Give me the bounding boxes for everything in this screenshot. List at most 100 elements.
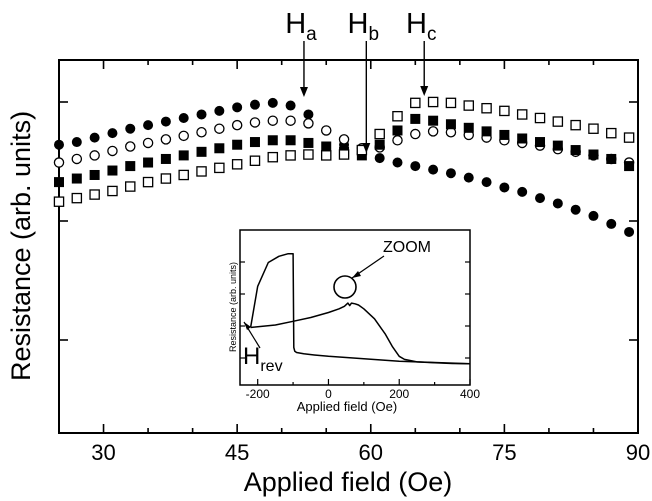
- data-point: [196, 109, 207, 120]
- data-point: [267, 151, 279, 163]
- data-point: [374, 153, 385, 164]
- data-point: [54, 139, 65, 150]
- data-point: [570, 145, 581, 156]
- data-point: [196, 166, 207, 177]
- data-point: [71, 173, 82, 184]
- inset-frame: [239, 229, 471, 386]
- data-point: [410, 113, 421, 124]
- data-point: [588, 210, 599, 221]
- data-point: [463, 172, 474, 183]
- series-filled-square: [54, 113, 635, 188]
- main-markers: [53, 96, 635, 237]
- annotation-label: Ha: [285, 8, 317, 45]
- data-point: [214, 105, 225, 116]
- x-tick-label: 60: [359, 440, 383, 465]
- x-tick-label: 45: [225, 440, 249, 465]
- inset-x-tick-label: 400: [460, 387, 480, 401]
- hrev-arrowhead: [244, 322, 251, 330]
- data-point: [53, 157, 65, 168]
- data-point: [178, 130, 189, 142]
- data-point: [89, 150, 100, 161]
- data-point: [249, 117, 261, 128]
- data-point: [89, 169, 100, 180]
- data-point: [624, 161, 635, 172]
- data-point: [427, 126, 439, 137]
- main-y-ticks: [59, 101, 638, 341]
- data-point: [588, 149, 599, 160]
- inset-background: [228, 225, 474, 411]
- data-point: [410, 97, 421, 109]
- hrev-subscript: rev: [260, 358, 282, 375]
- data-point: [214, 162, 225, 174]
- data-point: [445, 168, 456, 179]
- x-tick-label: 75: [492, 440, 516, 465]
- data-point: [249, 99, 260, 110]
- data-point: [143, 120, 154, 131]
- inset-x-tick-label: 200: [389, 387, 409, 401]
- data-point: [499, 105, 510, 117]
- data-point: [160, 153, 171, 164]
- inset-x-tick-label: 0: [325, 387, 332, 401]
- data-point: [178, 113, 189, 124]
- data-point: [374, 139, 385, 150]
- data-point: [606, 218, 617, 229]
- data-point: [481, 126, 492, 137]
- data-point: [606, 153, 617, 164]
- data-point: [303, 109, 314, 120]
- data-point: [570, 119, 581, 131]
- data-point: [392, 157, 403, 168]
- data-point: [53, 196, 65, 207]
- data-point: [428, 164, 439, 175]
- data-point: [232, 102, 243, 113]
- annotation-label: Hc: [406, 8, 436, 45]
- data-point: [285, 100, 296, 111]
- data-point: [267, 115, 279, 126]
- data-point: [410, 128, 421, 140]
- series-filled-circle: [54, 97, 635, 237]
- data-point: [89, 189, 100, 200]
- data-point: [463, 122, 474, 133]
- inset-curves: [249, 253, 471, 365]
- data-point: [125, 161, 136, 172]
- data-point: [285, 135, 296, 146]
- data-point: [552, 116, 564, 127]
- data-point: [552, 198, 563, 209]
- data-point: [624, 226, 635, 237]
- series-open-square: [53, 96, 635, 207]
- annotation-hb: Hb: [348, 8, 379, 153]
- main-plot: 30 45 60 75 90 Applied field (Oe) Resistance…: [6, 8, 650, 497]
- data-point: [410, 161, 421, 172]
- data-point: [303, 137, 314, 148]
- data-point: [321, 141, 332, 152]
- annotation-arrowhead: [420, 86, 429, 96]
- data-point: [623, 132, 635, 143]
- data-point: [178, 169, 189, 181]
- inset-y-axis-label: Resistance (arb. units): [228, 262, 238, 352]
- data-point: [320, 125, 332, 136]
- data-point: [107, 185, 118, 197]
- data-point: [499, 129, 510, 140]
- data-point: [231, 119, 243, 131]
- inset-x-tick-label: -200: [246, 387, 270, 401]
- data-point: [392, 125, 403, 136]
- data-point: [231, 159, 243, 170]
- data-point: [516, 109, 528, 120]
- data-point: [481, 177, 492, 188]
- data-point: [71, 192, 83, 204]
- zoom-circle: [333, 275, 357, 299]
- data-point: [445, 119, 456, 130]
- data-point: [267, 135, 278, 146]
- data-point: [89, 132, 100, 143]
- data-point: [232, 139, 243, 150]
- data-point: [267, 97, 278, 108]
- main-plot-frame: [58, 59, 639, 434]
- hrev-label: Hrev: [243, 343, 283, 375]
- data-point: [142, 176, 154, 188]
- zoom-label: ZOOM: [383, 239, 431, 256]
- zoom-arrowhead: [352, 271, 361, 278]
- data-point: [178, 150, 189, 161]
- data-point: [427, 96, 439, 108]
- data-point: [570, 204, 581, 215]
- data-point: [54, 177, 65, 188]
- data-point: [196, 146, 207, 157]
